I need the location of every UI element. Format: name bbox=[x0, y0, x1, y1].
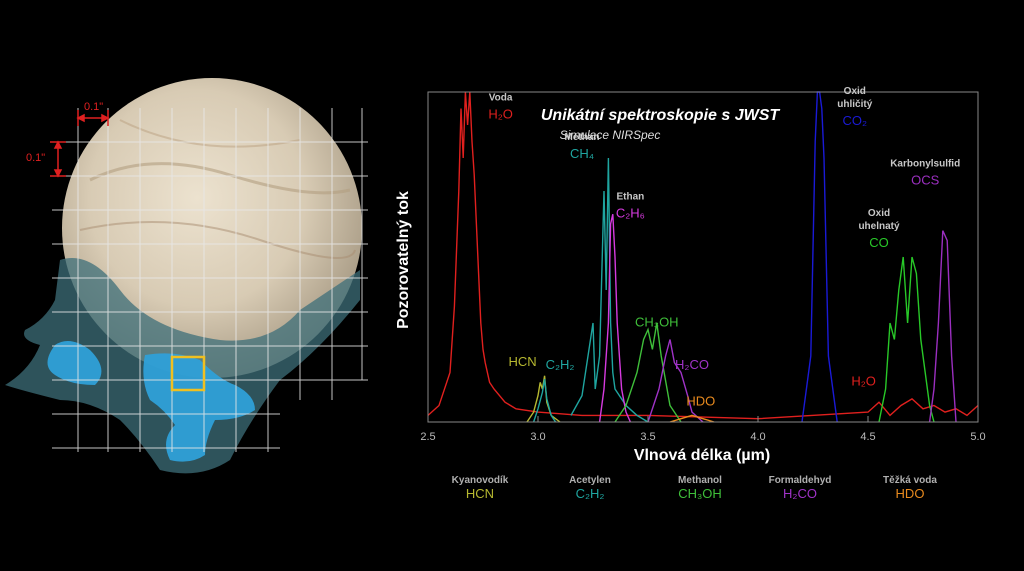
annotation-name: Oxid bbox=[868, 208, 890, 219]
annotation-layer: Voda H₂O Methan CH₄ Ethan C₂H₆ CH₃OH H₂CO HCN C₂H… bbox=[488, 86, 960, 409]
annotation-formula: C₂H₆ bbox=[616, 205, 645, 220]
legend-formula: HCN bbox=[466, 486, 494, 501]
series-c2h2 bbox=[532, 378, 557, 423]
annotation-formula: H₂CO bbox=[675, 357, 709, 372]
series-co2 bbox=[801, 91, 838, 423]
scale-x-label: 0.1" bbox=[84, 101, 103, 113]
x-tick-label: 4.0 bbox=[750, 431, 765, 443]
series-h2o bbox=[427, 91, 979, 420]
legend-formula: CH₃OH bbox=[678, 486, 722, 501]
annotation-name: Methan bbox=[565, 132, 600, 143]
legend-name: Formaldehyd bbox=[769, 475, 832, 486]
x-tick-label: 3.0 bbox=[530, 431, 545, 443]
annotation-formula: H₂O bbox=[488, 106, 513, 121]
grid-overlay bbox=[52, 108, 368, 452]
annotation-formula: HCN bbox=[509, 354, 537, 369]
annotation-formula: CH₄ bbox=[570, 146, 594, 161]
x-tick-label: 5.0 bbox=[970, 431, 985, 443]
plot-frame bbox=[427, 91, 979, 423]
x-tick-label: 4.5 bbox=[860, 431, 875, 443]
series-ocs bbox=[928, 230, 957, 423]
legend-name: Těžká voda bbox=[883, 475, 937, 486]
annotation-name: Voda bbox=[489, 92, 513, 103]
series-ch3oh bbox=[614, 322, 682, 423]
annotation-formula: H₂O bbox=[851, 374, 876, 389]
annotation-formula: OCS bbox=[911, 172, 940, 187]
annotation-formula: CH₃OH bbox=[635, 314, 679, 329]
x-axis-label: Vlnová délka (µm) bbox=[634, 447, 770, 464]
annotation-formula: C₂H₂ bbox=[546, 357, 575, 372]
annotation-formula: CO bbox=[869, 235, 889, 250]
legend-formula: HDO bbox=[896, 486, 925, 501]
annotation-name: Oxid bbox=[844, 86, 866, 97]
x-tick-label: 2.5 bbox=[420, 431, 435, 443]
legend-formula: H₂CO bbox=[783, 486, 817, 501]
annotation-name: Karbonylsulfid bbox=[890, 158, 960, 169]
y-axis-label: Pozorovatelný tok bbox=[395, 191, 412, 329]
legend-name: Methanol bbox=[678, 475, 722, 486]
spectrum-chart: 2.5 3.0 3.5 4.0 4.5 5.0 Voda H₂O Methan CH₄ Ethan… bbox=[395, 86, 986, 501]
scale-markers bbox=[50, 110, 110, 178]
series-co bbox=[878, 256, 935, 423]
ticks-layer: 2.5 3.0 3.5 4.0 4.5 5.0 bbox=[420, 416, 986, 443]
series-hdo bbox=[669, 414, 715, 423]
scale-y-label: 0.1" bbox=[26, 152, 45, 164]
annotation-name: uhelnatý bbox=[858, 221, 900, 232]
legend-name: Acetylen bbox=[569, 475, 611, 486]
annotation-name: Ethan bbox=[617, 191, 645, 202]
annotation-formula: CO₂ bbox=[843, 113, 868, 128]
x-tick-label: 3.5 bbox=[640, 431, 655, 443]
legend-name: Kyanovodík bbox=[452, 475, 509, 486]
legend-formula: C₂H₂ bbox=[576, 486, 605, 501]
chart-title: Unikátní spektroskopie s JWST bbox=[541, 107, 781, 124]
chart-subtitle: Simulace NIRSpec bbox=[560, 128, 661, 142]
selected-cell bbox=[170, 355, 206, 392]
series-h2co bbox=[647, 339, 704, 423]
series-layer bbox=[427, 91, 979, 423]
series-c2h6 bbox=[598, 213, 632, 423]
annotation-name: uhličitý bbox=[837, 99, 872, 110]
annotation-formula: HDO bbox=[686, 394, 715, 409]
europa-image: 0.1" 0.1" bbox=[5, 78, 368, 474]
